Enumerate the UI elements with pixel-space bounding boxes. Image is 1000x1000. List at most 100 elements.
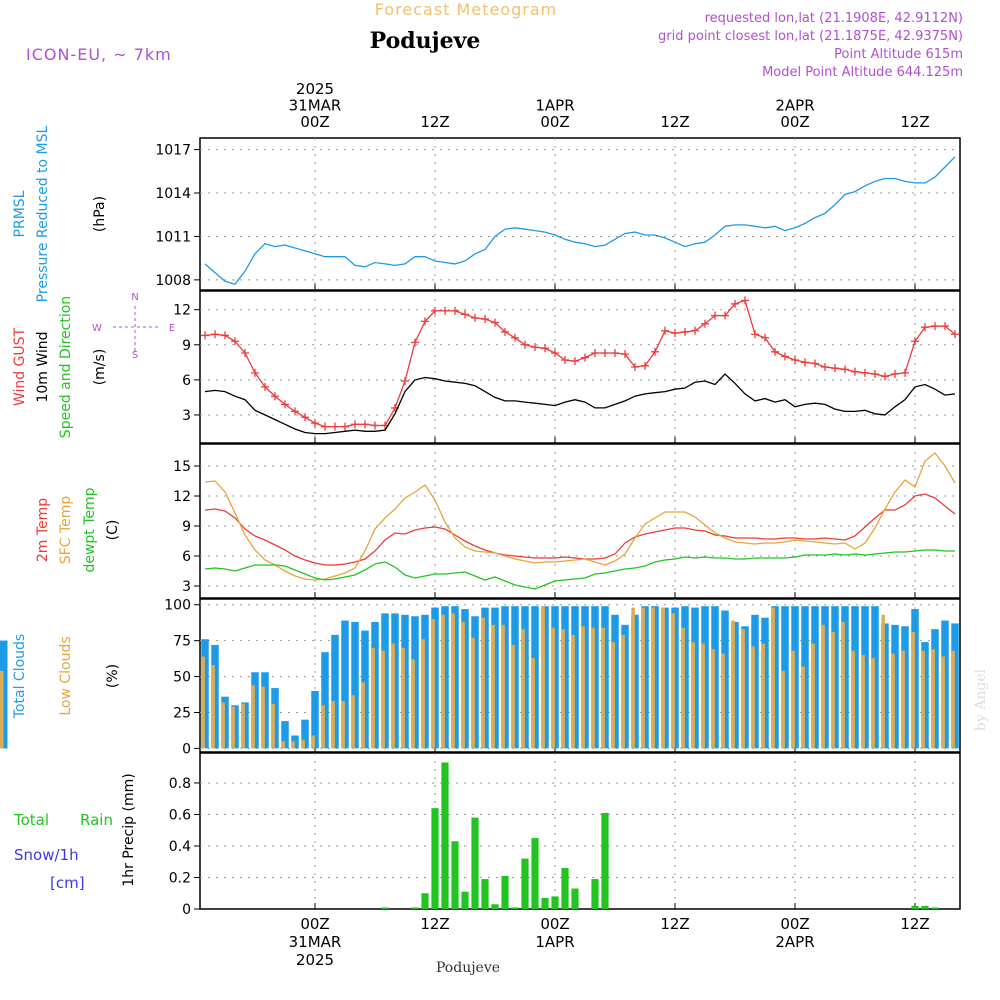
- cloud-bar-0: [391, 613, 399, 749]
- cloud-bar-0: [911, 609, 919, 749]
- cloud-bar-0: [521, 606, 529, 749]
- y-tick-label: 9: [182, 338, 191, 354]
- gust-marker: [671, 329, 679, 338]
- gust-marker: [281, 400, 289, 409]
- meteogram-title: Forecast Meteogram: [375, 0, 557, 19]
- bottom-time-label: 1APR: [535, 933, 574, 951]
- cloud-bar-0: [501, 606, 509, 749]
- panel-frame: [199, 752, 961, 910]
- prmsl-label: PRMSL: [12, 190, 28, 237]
- y-tick-label: 1017: [155, 143, 191, 159]
- gust-marker: [431, 306, 439, 315]
- cloud-bar-0: [381, 613, 389, 749]
- series-line-0: [204, 493, 956, 566]
- cloud-bar-0: [921, 642, 929, 749]
- gust-marker: [341, 422, 349, 431]
- precip-bar: [511, 907, 519, 909]
- series-line-2: [204, 549, 955, 590]
- gust-marker: [261, 382, 269, 391]
- gust-marker: [891, 370, 899, 379]
- compass-n: N: [131, 292, 138, 303]
- gust-marker: [601, 348, 609, 357]
- gust-marker: [201, 331, 209, 340]
- top-time-label: 31MAR: [289, 97, 342, 115]
- snow-legend: Snow/1h: [14, 846, 79, 864]
- cloud-bar-1: [741, 629, 745, 749]
- cloud-bar-1: [841, 621, 845, 749]
- cloud-bar-1: [421, 639, 425, 749]
- cloud-bar-1: [381, 650, 385, 749]
- cloud-bar-1: [301, 739, 305, 749]
- top-time-label: 12Z: [660, 113, 689, 131]
- cloud-bar-1: [551, 627, 555, 749]
- grid-point-coords: grid point closest lon,lat (21.1875E, 42…: [658, 29, 963, 44]
- gust-marker: [761, 333, 769, 342]
- cloud-bar-0: [431, 607, 439, 749]
- cloud-bar-1: [761, 643, 765, 749]
- gust-marker: [731, 299, 739, 308]
- gust-marker: [771, 347, 779, 356]
- precip-bar: [501, 875, 509, 909]
- cloud-bar-1: [371, 647, 375, 749]
- cloud-bar-1: [471, 637, 475, 749]
- cloud-bar-0: [661, 607, 669, 749]
- cloud-bar-0: [681, 606, 689, 749]
- cloud-bar-0: [721, 610, 729, 749]
- gust-marker: [481, 315, 489, 324]
- gust-marker: [801, 358, 809, 367]
- precip-bar: [541, 897, 549, 909]
- cloud-bar-0: [471, 616, 479, 749]
- temp2m-label: 2m Temp: [35, 498, 51, 562]
- cloud-bar-0: [791, 606, 799, 749]
- gust-marker: [521, 340, 529, 349]
- cloud-bar-0: [551, 606, 559, 749]
- cloud-bar-0: [941, 620, 949, 749]
- gust-marker: [311, 419, 319, 428]
- cloud-bar-1: [921, 650, 925, 749]
- cloud-bar-1: [441, 614, 445, 749]
- precip-bar: [551, 896, 559, 909]
- gust-marker: [791, 355, 799, 364]
- compass-arrows: [113, 306, 158, 351]
- cloud-bar-1: [661, 607, 665, 749]
- cloud-bar-0: [411, 616, 419, 749]
- gust-marker: [901, 368, 909, 377]
- hpa-label: (hPa): [92, 196, 108, 232]
- precip-bar: [561, 868, 569, 909]
- cloud-bar-1: [651, 607, 655, 749]
- cloud-bar-1: [291, 741, 295, 749]
- y-tick-label: 25: [173, 705, 191, 721]
- precip-bar: [491, 904, 499, 909]
- cloud-bar-1: [601, 627, 605, 749]
- gust-marker: [811, 359, 819, 368]
- cloud-bar-1: [501, 624, 505, 749]
- cloud-bar-0: [371, 621, 379, 749]
- precip-bar: [531, 838, 539, 909]
- gust-marker: [501, 327, 509, 336]
- cloud-bar-1: [531, 657, 535, 749]
- wind-speed-label: Speed and Direction: [58, 296, 74, 438]
- cloud-bar-0: [201, 639, 209, 749]
- pressure-label: Pressure Reduced to MSL: [35, 125, 51, 302]
- cloud-bar-0: [851, 606, 859, 749]
- panel-frame: [199, 290, 961, 444]
- requested-coords: requested lon,lat (21.1908E, 42.9112N): [705, 11, 963, 26]
- gust-marker: [741, 296, 749, 305]
- cloud-bar-1: [391, 643, 395, 749]
- cloud-bar-0: [881, 623, 889, 749]
- precip-bar: [911, 905, 919, 909]
- top-time-label: 12Z: [420, 113, 449, 131]
- cloud-bar-1: [771, 607, 775, 749]
- gust-marker: [461, 310, 469, 319]
- series-line-1: [204, 452, 956, 581]
- gust-marker: [411, 338, 419, 347]
- bottom-time-label: 2APR: [775, 933, 814, 951]
- wind-label: 10m Wind: [35, 331, 51, 402]
- footer-location: Podujeve: [436, 960, 500, 976]
- cloud-bar-0: [351, 621, 359, 749]
- cloud-bar-1: [231, 706, 235, 749]
- gust-marker: [331, 422, 339, 431]
- gust-marker: [211, 330, 219, 339]
- gust-marker: [531, 343, 539, 352]
